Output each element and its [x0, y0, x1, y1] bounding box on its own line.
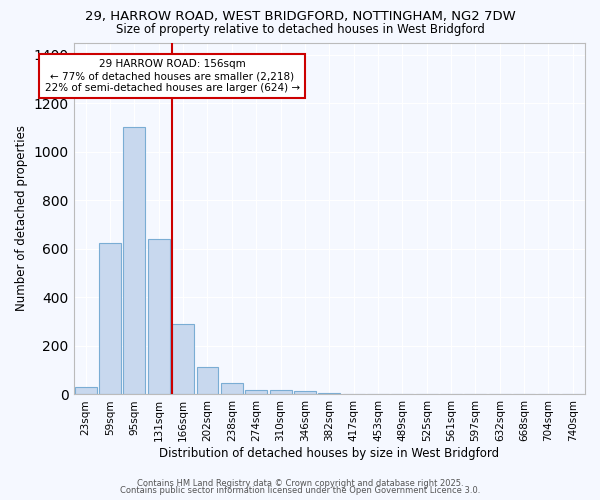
Bar — [148, 239, 170, 394]
Text: Size of property relative to detached houses in West Bridgford: Size of property relative to detached ho… — [116, 22, 484, 36]
Text: Contains public sector information licensed under the Open Government Licence 3.: Contains public sector information licen… — [120, 486, 480, 495]
Bar — [99, 243, 121, 394]
Bar — [172, 324, 194, 394]
Bar — [269, 390, 292, 394]
Bar — [124, 128, 145, 394]
Bar — [197, 366, 218, 394]
Text: 29 HARROW ROAD: 156sqm
← 77% of detached houses are smaller (2,218)
22% of semi-: 29 HARROW ROAD: 156sqm ← 77% of detached… — [44, 60, 300, 92]
Text: 29, HARROW ROAD, WEST BRIDGFORD, NOTTINGHAM, NG2 7DW: 29, HARROW ROAD, WEST BRIDGFORD, NOTTING… — [85, 10, 515, 23]
Bar — [319, 392, 340, 394]
Bar — [245, 390, 267, 394]
Text: Contains HM Land Registry data © Crown copyright and database right 2025.: Contains HM Land Registry data © Crown c… — [137, 478, 463, 488]
Bar — [294, 391, 316, 394]
Y-axis label: Number of detached properties: Number of detached properties — [15, 126, 28, 312]
Bar — [221, 383, 243, 394]
Bar — [75, 387, 97, 394]
X-axis label: Distribution of detached houses by size in West Bridgford: Distribution of detached houses by size … — [159, 447, 499, 460]
